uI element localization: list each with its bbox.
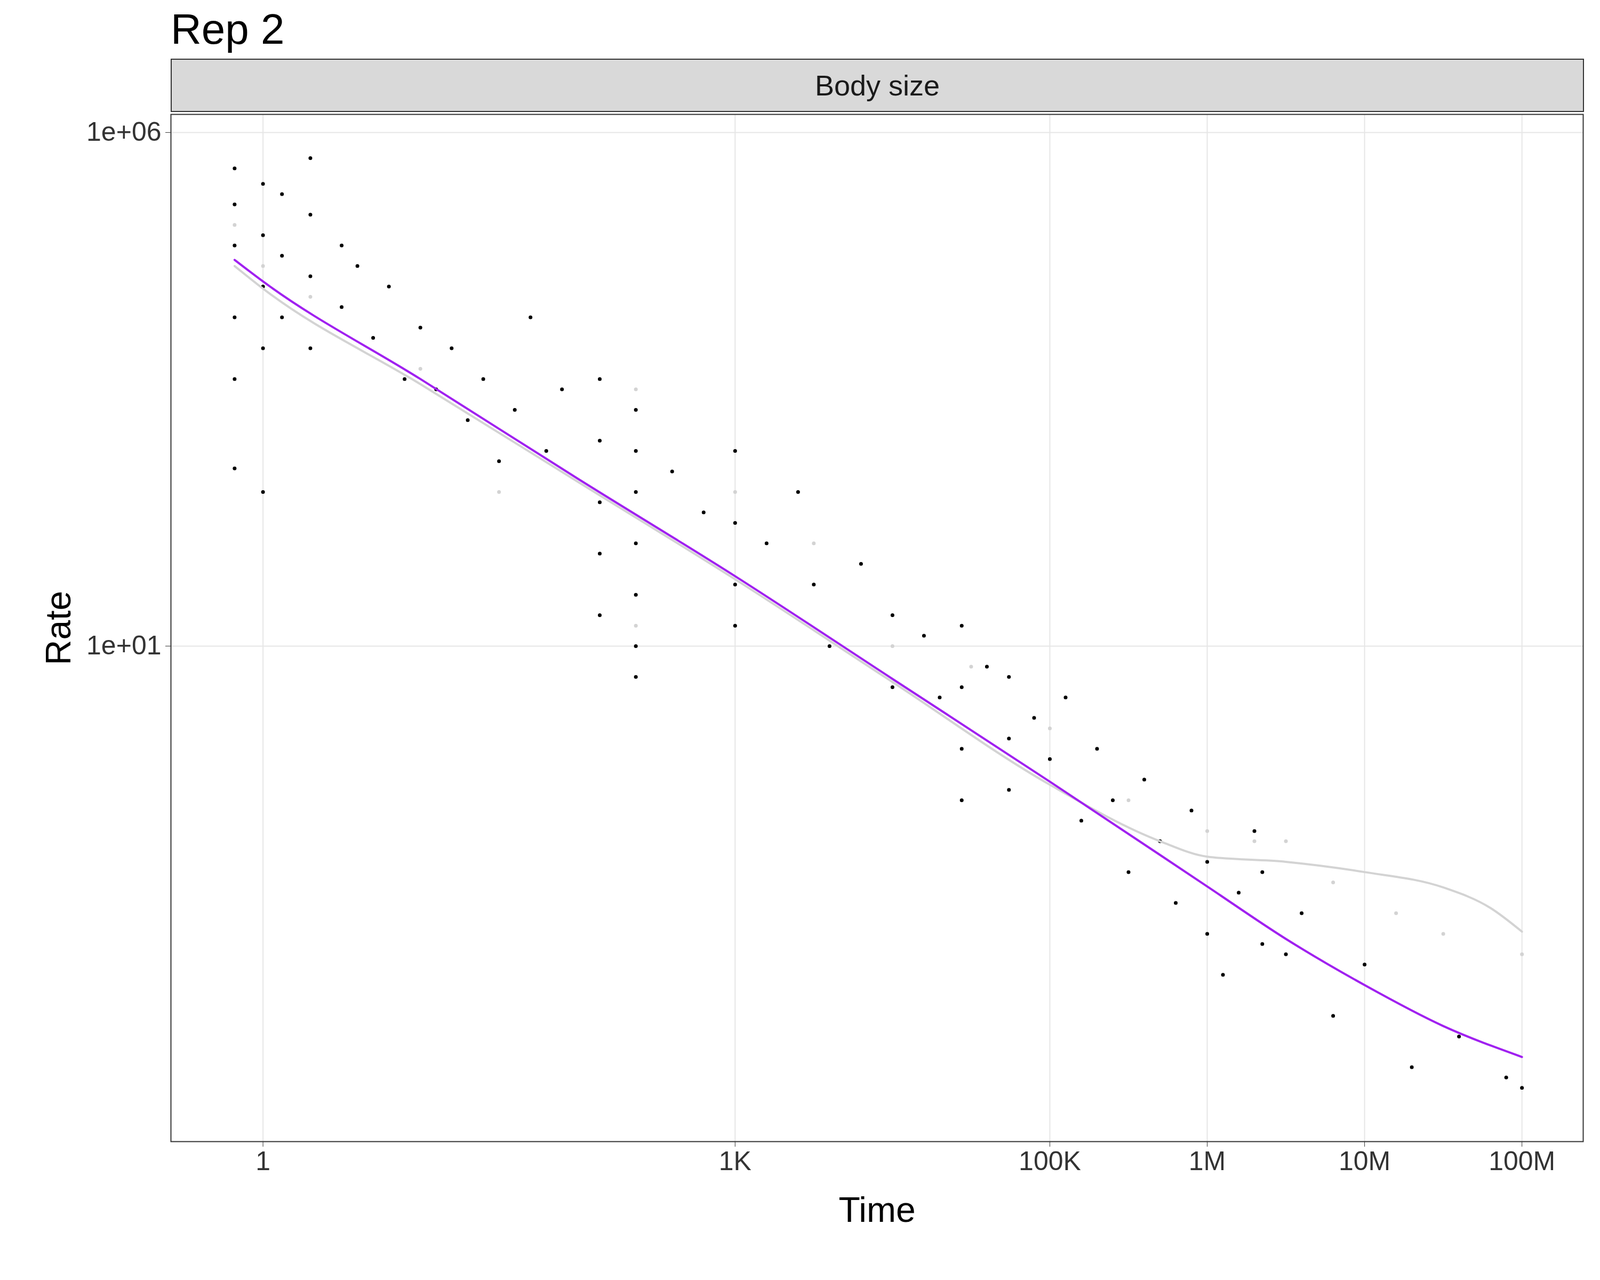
html-text:Rep 2: Rep 2 xyxy=(170,5,285,53)
svg-text:1e+06: 1e+06 xyxy=(86,116,162,147)
svg-text:1e+01: 1e+01 xyxy=(86,630,162,661)
svg-text:100M: 100M xyxy=(1488,1146,1556,1176)
svg-text:1: 1 xyxy=(255,1146,271,1176)
svg-text:100K: 100K xyxy=(1018,1146,1082,1176)
svg-text:10M: 10M xyxy=(1338,1146,1391,1176)
svg-text:1K: 1K xyxy=(718,1146,752,1176)
svg-text:1M: 1M xyxy=(1188,1146,1226,1176)
svg-text:Rate: Rate xyxy=(38,590,78,666)
svg-text:Time: Time xyxy=(838,1189,916,1230)
html-text:Body size: Body size xyxy=(814,69,940,102)
